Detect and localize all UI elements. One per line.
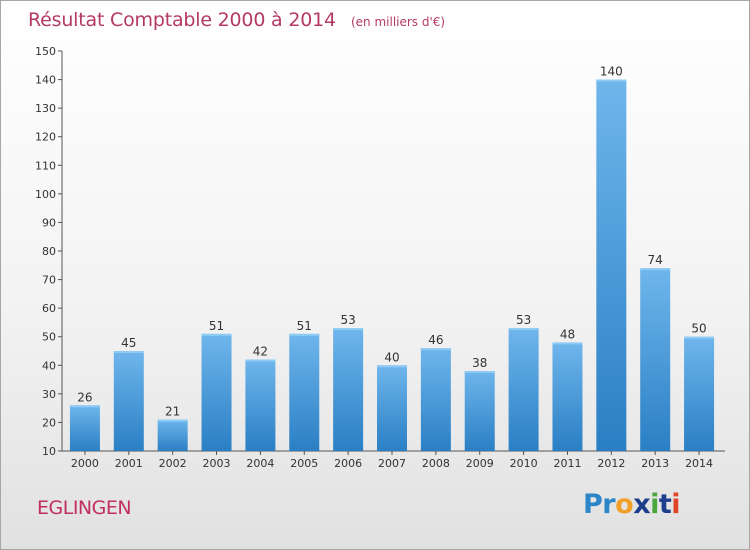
data-label-2013: 74 bbox=[648, 253, 663, 267]
data-label-2007: 40 bbox=[384, 350, 399, 364]
bar-top-highlight bbox=[113, 351, 144, 353]
x-tick-label-2001: 2001 bbox=[115, 457, 143, 470]
data-label-2008: 46 bbox=[428, 333, 443, 347]
bar-2008 bbox=[420, 348, 451, 451]
bar-top-highlight bbox=[684, 336, 715, 339]
y-tick-label: 150 bbox=[35, 45, 56, 58]
data-label-2010: 53 bbox=[516, 313, 531, 327]
bar-top-highlight bbox=[289, 333, 320, 336]
bar-top-highlight bbox=[640, 268, 671, 271]
y-tick-label: 140 bbox=[35, 74, 56, 87]
x-tick-label-2014: 2014 bbox=[685, 457, 713, 470]
bar-2014 bbox=[684, 336, 715, 451]
bar-top-highlight bbox=[69, 405, 100, 408]
x-tick-label-2011: 2011 bbox=[553, 457, 581, 470]
data-label-2002: 21 bbox=[165, 405, 180, 419]
bar-2003 bbox=[201, 333, 232, 451]
y-tick-label: 20 bbox=[42, 416, 56, 429]
x-tick-label-2008: 2008 bbox=[422, 457, 450, 470]
y-tick-label: 10 bbox=[42, 445, 56, 458]
chart-title: Résultat Comptable 2000 à 2014 bbox=[28, 9, 336, 31]
y-tick-label: 60 bbox=[42, 302, 56, 315]
commune-name: EGLINGEN bbox=[37, 497, 132, 519]
data-label-2006: 53 bbox=[340, 313, 355, 327]
bar-top-highlight bbox=[245, 359, 276, 362]
y-tick-label: 50 bbox=[42, 331, 56, 344]
bar-2001 bbox=[113, 351, 144, 451]
x-tick-label-2012: 2012 bbox=[597, 457, 625, 470]
bar-2013 bbox=[640, 268, 671, 451]
y-tick-label: 30 bbox=[42, 388, 56, 401]
y-tick-label: 70 bbox=[42, 274, 56, 287]
bar-top-highlight bbox=[157, 419, 188, 422]
y-tick-label: 110 bbox=[35, 159, 56, 172]
bar-2009 bbox=[464, 371, 495, 451]
y-tick-label: 90 bbox=[42, 216, 56, 229]
data-label-2009: 38 bbox=[472, 356, 487, 370]
data-label-2014: 50 bbox=[691, 322, 706, 336]
chart-unit: (en milliers d'€) bbox=[350, 15, 446, 29]
y-tick-label: 100 bbox=[35, 188, 56, 201]
bar-top-highlight bbox=[201, 333, 232, 336]
bar-2010 bbox=[508, 328, 539, 451]
x-tick-label-2003: 2003 bbox=[203, 457, 231, 470]
data-label-2011: 48 bbox=[560, 327, 575, 341]
x-tick-label-2013: 2013 bbox=[641, 457, 669, 470]
title-row: Résultat Comptable 2000 à 2014 (en milli… bbox=[28, 9, 445, 31]
y-tick-label: 80 bbox=[42, 245, 56, 258]
proxiti-logo: Proxiti bbox=[583, 489, 681, 520]
data-label-2012: 140 bbox=[600, 65, 623, 79]
x-tick-label-2002: 2002 bbox=[159, 457, 187, 470]
x-tick-label-2004: 2004 bbox=[246, 457, 274, 470]
data-label-2000: 26 bbox=[77, 390, 92, 404]
y-tick-label: 130 bbox=[35, 102, 56, 115]
data-label-2005: 51 bbox=[297, 319, 312, 333]
bar-2006 bbox=[333, 328, 364, 451]
y-tick-label: 40 bbox=[42, 359, 56, 372]
bar-top-highlight bbox=[552, 342, 583, 345]
bar-2012 bbox=[596, 79, 627, 452]
x-tick-label-2007: 2007 bbox=[378, 457, 406, 470]
bar-2005 bbox=[289, 333, 320, 451]
bar-top-highlight bbox=[596, 79, 627, 82]
bar-top-highlight bbox=[464, 371, 495, 373]
x-tick-label-2009: 2009 bbox=[466, 457, 494, 470]
bar-top-highlight bbox=[377, 365, 407, 368]
x-tick-label-2006: 2006 bbox=[334, 457, 362, 470]
bar-top-highlight bbox=[333, 328, 364, 331]
x-tick-label-2000: 2000 bbox=[71, 457, 99, 470]
x-tick-label-2005: 2005 bbox=[290, 457, 318, 470]
bar-2004 bbox=[245, 359, 276, 451]
x-tick-label-2010: 2010 bbox=[510, 457, 538, 470]
bar-2011 bbox=[552, 342, 583, 451]
bar-top-highlight bbox=[420, 348, 451, 351]
bar-2007 bbox=[377, 365, 407, 451]
bar-2002 bbox=[157, 419, 188, 451]
bar-2000 bbox=[69, 405, 100, 451]
y-tick-label: 120 bbox=[35, 131, 56, 144]
data-label-2004: 42 bbox=[253, 345, 268, 359]
data-label-2001: 45 bbox=[121, 336, 136, 350]
data-label-2003: 51 bbox=[209, 319, 224, 333]
bar-top-highlight bbox=[508, 328, 539, 331]
